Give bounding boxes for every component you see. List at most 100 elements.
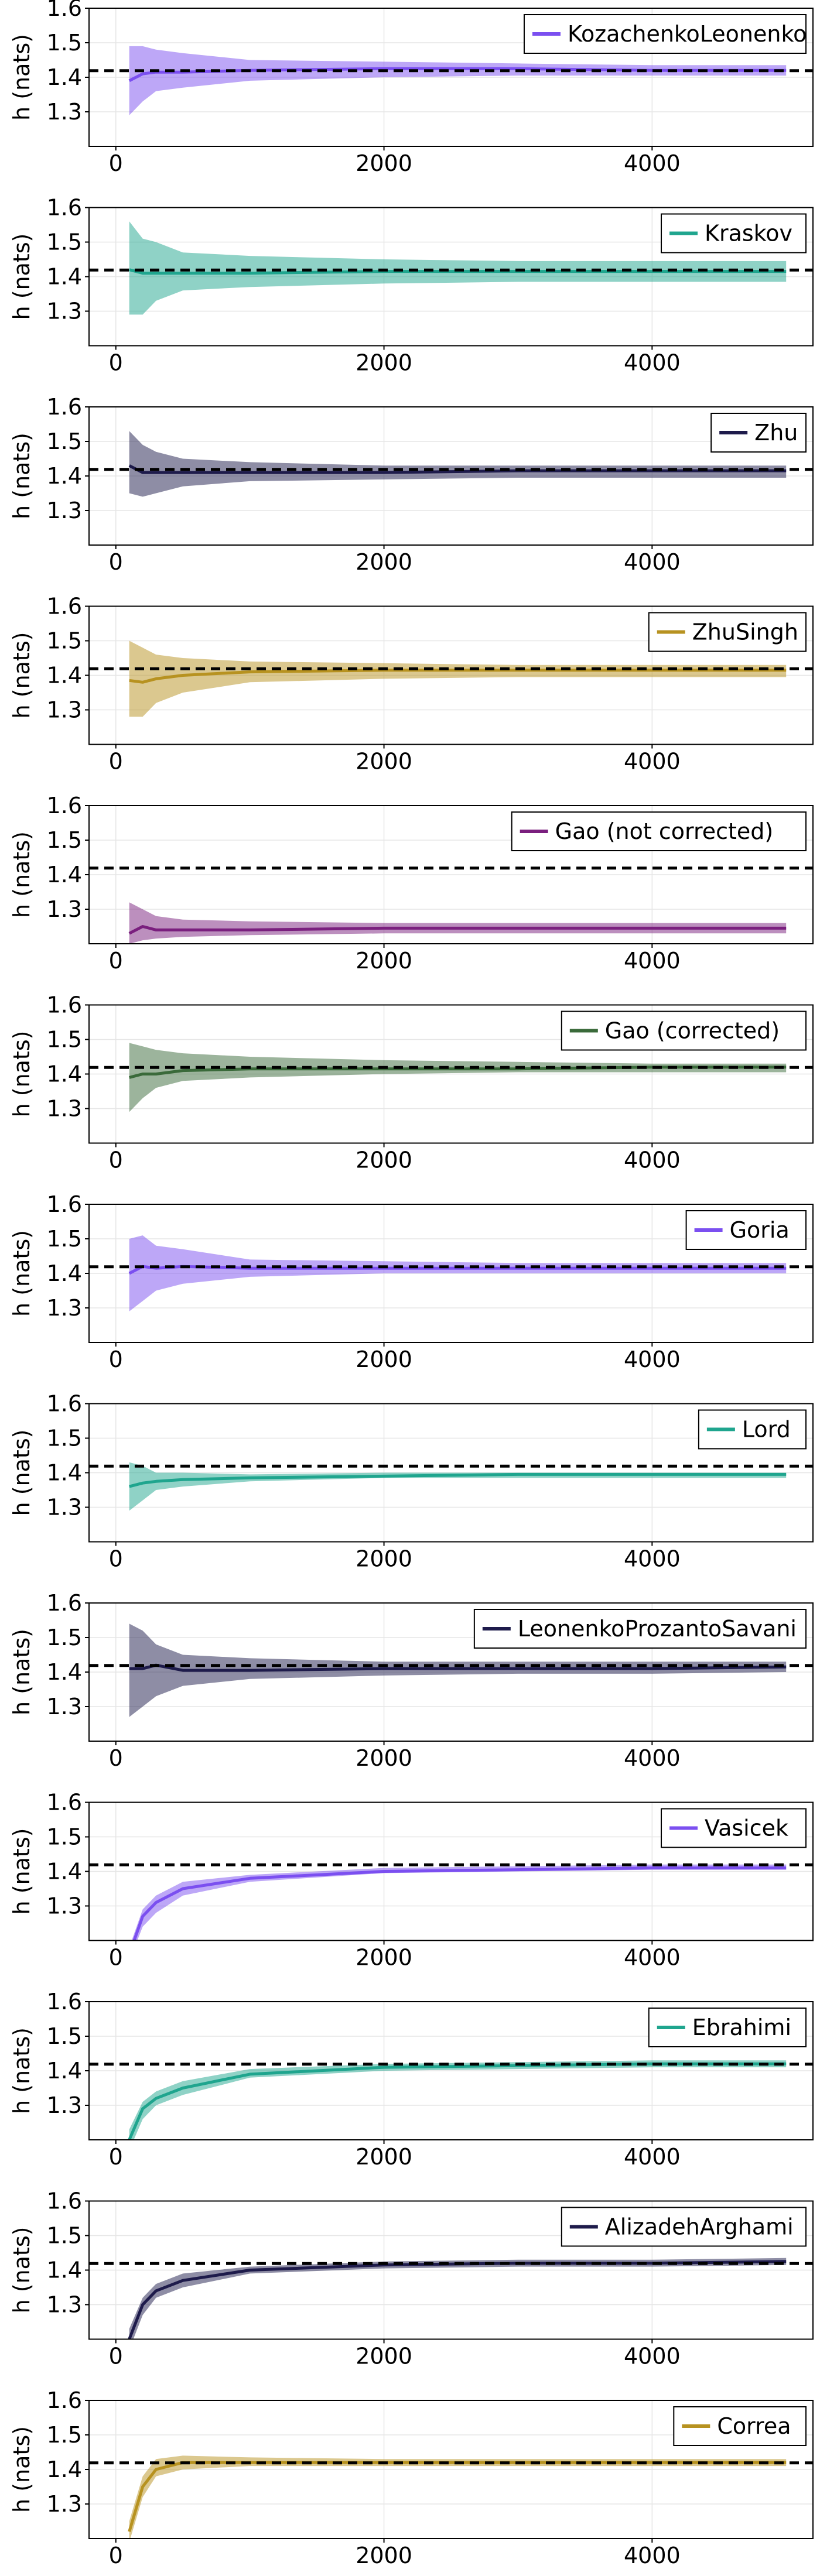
y-tick-label: 1.5 [47, 30, 82, 56]
x-tick-label: 0 [109, 350, 123, 376]
y-tick-label: 1.3 [47, 1295, 82, 1321]
x-tick-label: 0 [109, 549, 123, 575]
y-axis-label: h (nats) [9, 1230, 35, 1317]
panel-13: 0 2000 4000 1.3 1.4 1.5 1.6 h (nats) Correa [9, 2387, 814, 2568]
legend: Lord [698, 1409, 807, 1450]
confidence-band [129, 1623, 787, 1717]
legend: ZhuSingh [648, 612, 807, 652]
panel-11: 0 2000 4000 1.3 1.4 1.5 1.6 h (nats) Ebrahimi [9, 1989, 814, 2170]
y-tick-label: 1.4 [47, 264, 82, 290]
mean-line [128, 2461, 787, 2532]
y-tick-label: 1.6 [47, 793, 82, 818]
y-tick-label: 1.4 [47, 2258, 82, 2283]
confidence-band [129, 902, 787, 944]
plot-area [89, 1043, 813, 1112]
x-tick-label: 0 [109, 1147, 123, 1173]
x-tick-label: 4000 [624, 2344, 681, 2369]
legend-label: ZhuSingh [692, 619, 798, 645]
legend-box [698, 1409, 807, 1450]
y-axis-label: h (nats) [9, 632, 35, 719]
y-tick-label: 1.4 [47, 1659, 82, 1685]
x-tick-label: 2000 [356, 948, 412, 974]
x-tick-label: 2000 [356, 1147, 412, 1173]
x-tick-label: 2000 [356, 2344, 412, 2369]
y-tick-label: 1.6 [47, 594, 82, 619]
y-tick-label: 1.3 [47, 1495, 82, 1520]
confidence-band [131, 1864, 787, 1941]
x-tick-label: 0 [109, 150, 123, 176]
legend: Gao (not corrected) [511, 811, 807, 851]
confidence-band [129, 1043, 787, 1112]
x-tick-label: 2000 [356, 2543, 412, 2568]
x-tick-label: 2000 [356, 2144, 412, 2170]
mean-line [132, 1866, 787, 1941]
confidence-band [129, 1235, 787, 1311]
x-tick-label: 2000 [356, 1546, 412, 1572]
y-tick-label: 1.6 [47, 992, 82, 1018]
panel-10: 0 2000 4000 1.3 1.4 1.5 1.6 h (nats) Vasicek [9, 1790, 814, 1971]
y-tick-label: 1.6 [47, 1989, 82, 2015]
legend-label: AlizadehArghami [605, 2214, 794, 2240]
legend: KozachenkoLeonenko [523, 14, 807, 54]
plot-area [89, 866, 813, 944]
legend-label: Gao (not corrected) [555, 818, 774, 844]
y-tick-label: 1.5 [47, 827, 82, 853]
mean-line [129, 1472, 787, 1488]
plot-area [89, 1235, 813, 1311]
x-tick-label: 2000 [356, 150, 412, 176]
y-axis-label: h (nats) [9, 2027, 35, 2114]
confidence-band [129, 431, 787, 497]
y-axis-label: h (nats) [9, 1629, 35, 1715]
panel-3: 0 2000 4000 1.3 1.4 1.5 1.6 h (nats) Zhu [9, 394, 814, 575]
x-tick-label: 4000 [624, 1945, 681, 1971]
y-tick-label: 1.4 [47, 862, 82, 888]
legend-label: Lord [742, 1417, 791, 1443]
plot-area [89, 2455, 813, 2539]
legend: LeonenkoProzantoSavani [473, 1609, 807, 1649]
y-tick-label: 1.5 [47, 1426, 82, 1451]
y-tick-label: 1.5 [47, 2023, 82, 2049]
legend-label: LeonenkoProzantoSavani [518, 1616, 797, 1642]
plot-area [89, 2258, 813, 2339]
panel-2: 0 2000 4000 1.3 1.4 1.5 1.6 h (nats) Kraskov [9, 195, 814, 376]
plot-area [89, 1623, 813, 1717]
plot-area [89, 640, 813, 717]
y-tick-label: 1.3 [47, 2092, 82, 2118]
y-tick-label: 1.5 [47, 628, 82, 654]
plot-area [89, 221, 813, 315]
x-tick-label: 4000 [624, 1147, 681, 1173]
x-tick-label: 4000 [624, 350, 681, 376]
panel-4: 0 2000 4000 1.3 1.4 1.5 1.6 h (nats) ZhuSingh [9, 594, 814, 775]
x-tick-label: 2000 [356, 1945, 412, 1971]
x-tick-label: 4000 [624, 2543, 681, 2568]
panel-5: 0 2000 4000 1.3 1.4 1.5 1.6 h (nats) Gao (not co… [9, 793, 814, 974]
y-axis-label: h (nats) [9, 433, 35, 519]
x-tick-label: 4000 [624, 2144, 681, 2170]
y-tick-label: 1.6 [47, 1790, 82, 1815]
y-axis-label: h (nats) [9, 1828, 35, 1915]
confidence-band [129, 221, 787, 315]
x-tick-label: 2000 [356, 350, 412, 376]
mean-line [129, 1663, 787, 1672]
panel-9: 0 2000 4000 1.3 1.4 1.5 1.6 h (nats) LeonenkoPro… [9, 1590, 814, 1771]
legend-label: Gao (corrected) [605, 1018, 780, 1044]
mean-line [128, 2260, 787, 2339]
x-tick-label: 4000 [624, 1546, 681, 1572]
legend-label: Zhu [754, 420, 798, 446]
legend-label: Correa [717, 2413, 791, 2439]
x-tick-label: 0 [109, 749, 123, 775]
confidence-band [129, 2258, 787, 2339]
x-tick-label: 2000 [356, 1745, 412, 1771]
y-axis-label: h (nats) [9, 2426, 35, 2513]
x-tick-label: 0 [109, 1745, 123, 1771]
y-tick-label: 1.3 [47, 299, 82, 324]
y-tick-label: 1.6 [47, 2188, 82, 2214]
plot-area [89, 46, 813, 115]
y-tick-label: 1.4 [47, 1460, 82, 1486]
y-axis-label: h (nats) [9, 234, 35, 320]
legend: Gao (corrected) [561, 1010, 807, 1051]
x-tick-label: 0 [109, 2344, 123, 2369]
legend-box [561, 2207, 807, 2247]
x-tick-label: 0 [109, 1347, 123, 1372]
y-tick-label: 1.3 [47, 1893, 82, 1919]
